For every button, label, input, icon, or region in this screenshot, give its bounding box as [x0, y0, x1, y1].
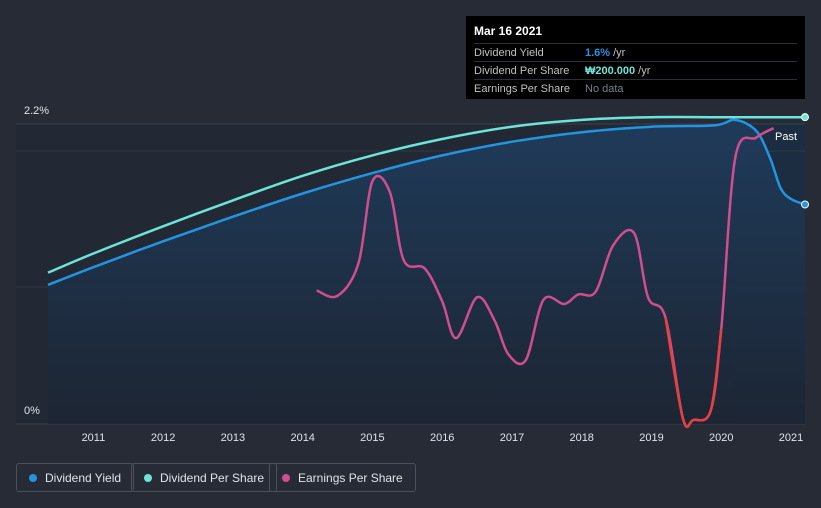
legend-dot-icon [144, 473, 152, 482]
x-tick-label: 2018 [569, 432, 593, 444]
x-tick-label: 2020 [709, 432, 733, 444]
tooltip-label: Earnings Per Share [474, 82, 570, 95]
tooltip-date: Mar 16 2021 [474, 24, 543, 38]
x-tick-label: 2015 [360, 432, 384, 444]
tooltip-unit: /yr [638, 64, 651, 77]
tooltip-label: Dividend Per Share [474, 64, 570, 77]
x-tick-label: 2016 [430, 432, 454, 444]
x-tick-label: 2017 [500, 432, 524, 444]
tooltip-unit: /yr [613, 46, 626, 59]
eps-low-segment[interactable] [664, 317, 723, 429]
tooltip-row-dividend-yield: Dividend Yield 1.6% /yr [474, 43, 797, 61]
legend-dot-icon [282, 473, 290, 482]
dividend-per-share-end-dot[interactable] [801, 113, 809, 122]
tooltip-row-dividend-per-share: Dividend Per Share ₩200.000 /yr [474, 61, 797, 79]
x-tick-label: 2011 [82, 432, 106, 444]
legend-label: Dividend Per Share [160, 470, 265, 485]
dividend-yield-line[interactable] [47, 118, 806, 287]
tooltip-value: 1.6% [585, 46, 611, 59]
dividend-per-share-line[interactable] [47, 115, 805, 274]
legend-dot-icon [29, 473, 37, 482]
legend-label: Earnings Per Share [298, 470, 403, 485]
tooltip-row-earnings-per-share: Earnings Per Share No data [474, 79, 797, 97]
x-axis-ticks: 2011 2012 2013 2014 2015 2016 2017 2018 2019 2020… [82, 432, 804, 444]
tooltip-value: ₩200.000 [585, 64, 636, 77]
x-tick-label: 2021 [779, 432, 803, 444]
tooltip-label: Dividend Yield [474, 46, 544, 59]
x-tick-label: 2012 [151, 432, 175, 444]
earnings-per-share-line[interactable] [316, 126, 775, 429]
dividend-yield-end-dot[interactable] [801, 200, 809, 209]
x-tick-label: 2019 [639, 432, 663, 444]
past-label: Past [775, 131, 797, 143]
legend-earnings-per-share[interactable]: Earnings Per Share [269, 463, 416, 492]
x-tick-label: 2014 [290, 432, 314, 444]
x-tick-label: 2013 [221, 432, 245, 444]
tooltip: Mar 16 2021 Dividend Yield 1.6% /yr Divi… [466, 16, 805, 99]
legend-dividend-per-share[interactable]: Dividend Per Share [131, 463, 278, 492]
y-tick-bottom: 0% [24, 405, 40, 417]
legend-label: Dividend Yield [45, 470, 122, 485]
legend-dividend-yield[interactable]: Dividend Yield [16, 463, 135, 492]
tooltip-value: No data [585, 82, 624, 95]
y-tick-top: 2.2% [24, 105, 50, 117]
